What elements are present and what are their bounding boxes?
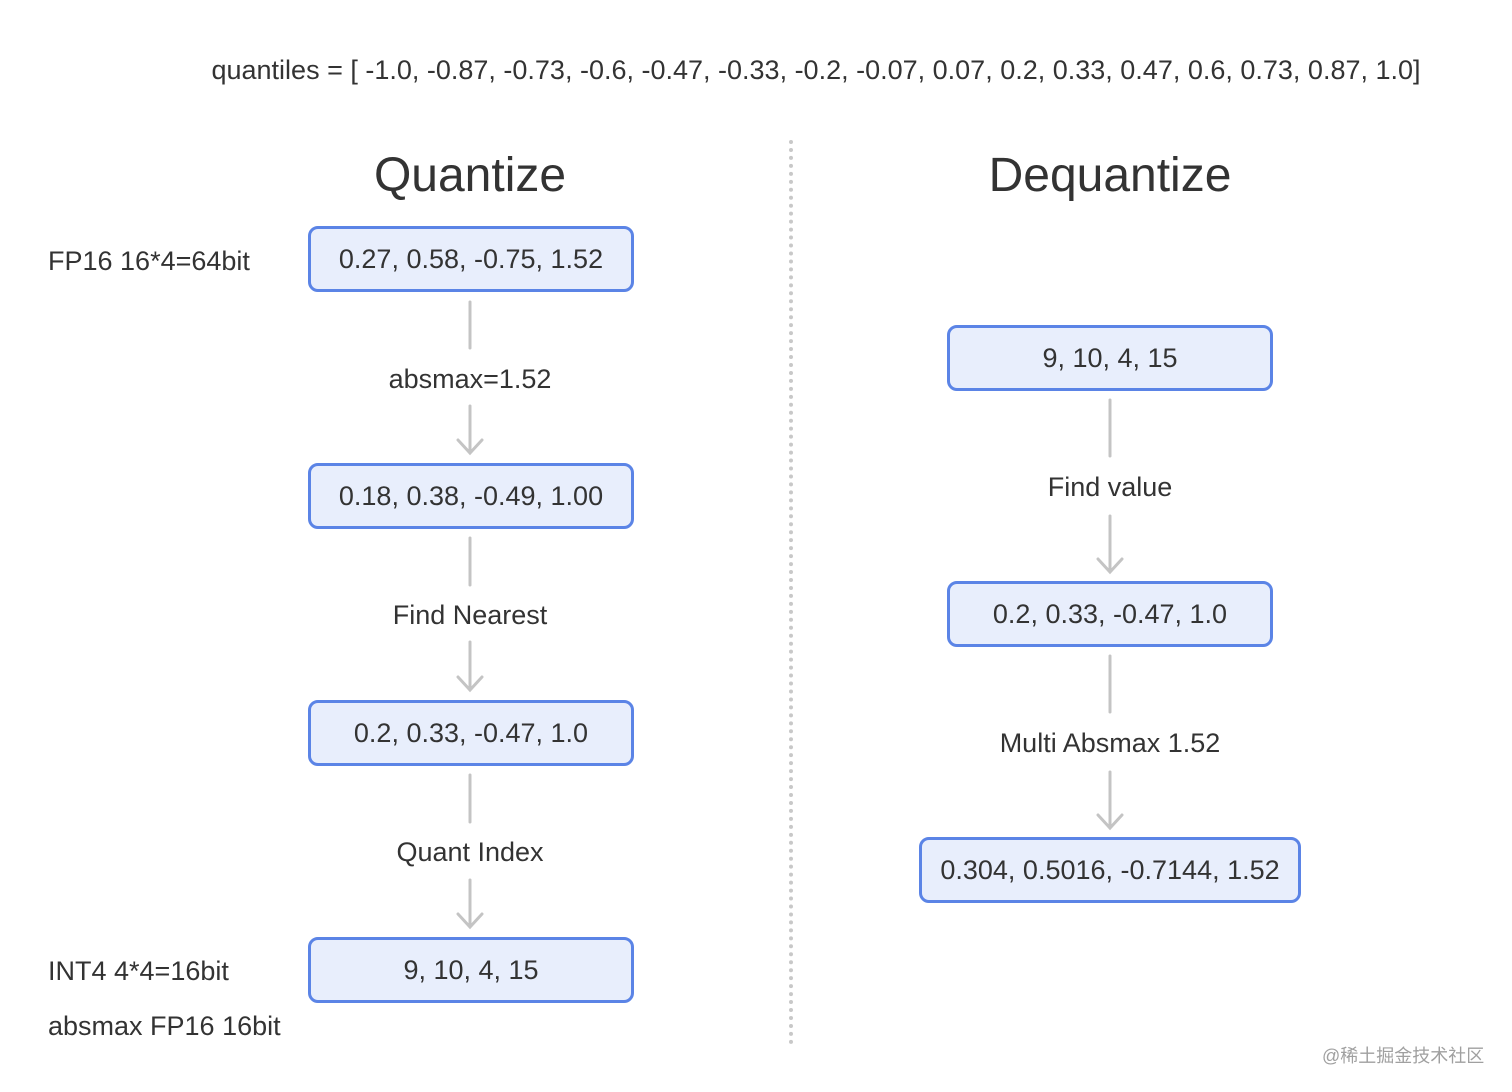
dequantize-output-box: 0.304, 0.5016, -0.7144, 1.52 [919, 837, 1301, 903]
arrowhead-icon [456, 675, 484, 693]
quantize-title: Quantize [373, 149, 567, 202]
absmax-size-label: absmax FP16 16bit [48, 1011, 281, 1041]
arrowhead-icon [1096, 813, 1124, 831]
step-multi-absmax-label: Multi Absmax 1.52 [999, 728, 1221, 758]
arrowhead-icon [456, 438, 484, 456]
quantiles-definition: quantiles = [ -1.0, -0.87, -0.73, -0.6, … [211, 55, 1421, 85]
step-find-value-label: Find value [1047, 472, 1173, 502]
arrowhead-icon [1096, 557, 1124, 575]
input-size-label: FP16 16*4=64bit [48, 246, 250, 276]
step-find-nearest-label: Find Nearest [392, 600, 548, 630]
int4-size-label: INT4 4*4=16bit [48, 956, 229, 986]
quantize-index-box: 9, 10, 4, 15 [308, 937, 634, 1003]
step-quant-index-label: Quant Index [396, 837, 544, 867]
section-divider [789, 140, 793, 1045]
dequantize-title: Dequantize [988, 149, 1232, 202]
dequantize-index-box: 9, 10, 4, 15 [947, 325, 1273, 391]
step-absmax-label: absmax=1.52 [388, 364, 552, 394]
quantize-nearest-box: 0.2, 0.33, -0.47, 1.0 [308, 700, 634, 766]
quantize-input-box: 0.27, 0.58, -0.75, 1.52 [308, 226, 634, 292]
quantize-normalized-box: 0.18, 0.38, -0.49, 1.00 [308, 463, 634, 529]
watermark: @稀土掘金技术社区 [1322, 1046, 1485, 1066]
dequantize-value-box: 0.2, 0.33, -0.47, 1.0 [947, 581, 1273, 647]
arrowhead-icon [456, 912, 484, 930]
